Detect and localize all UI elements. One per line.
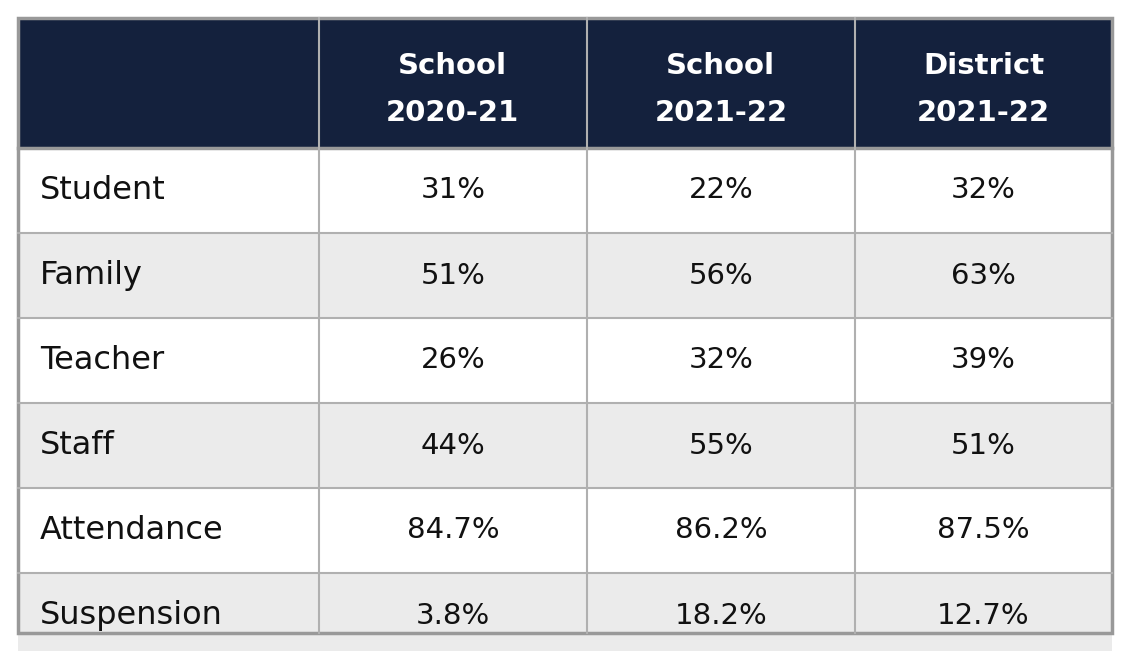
- Bar: [319, 233, 586, 318]
- Text: 84.7%: 84.7%: [407, 516, 499, 544]
- Text: Student: Student: [40, 175, 166, 206]
- Text: 86.2%: 86.2%: [675, 516, 767, 544]
- Text: 51%: 51%: [951, 432, 1016, 460]
- Bar: [319, 318, 586, 403]
- Bar: [319, 403, 586, 488]
- Bar: [586, 233, 855, 318]
- Text: 55%: 55%: [688, 432, 754, 460]
- Text: 22%: 22%: [688, 176, 754, 204]
- Bar: [18, 488, 319, 573]
- Bar: [586, 488, 855, 573]
- Text: 56%: 56%: [688, 262, 754, 290]
- Text: 2020-21: 2020-21: [386, 99, 520, 127]
- Bar: [319, 573, 586, 651]
- Bar: [18, 18, 319, 148]
- Text: Family: Family: [40, 260, 144, 291]
- Text: Staff: Staff: [40, 430, 115, 461]
- Text: 2021-22: 2021-22: [916, 99, 1050, 127]
- Bar: [18, 148, 319, 233]
- Bar: [319, 488, 586, 573]
- Text: 31%: 31%: [420, 176, 486, 204]
- Text: 18.2%: 18.2%: [675, 602, 767, 630]
- Text: 3.8%: 3.8%: [416, 602, 490, 630]
- Bar: [586, 148, 855, 233]
- Bar: [586, 573, 855, 651]
- Bar: [319, 148, 586, 233]
- Text: 39%: 39%: [951, 346, 1016, 374]
- Bar: [586, 403, 855, 488]
- Bar: [855, 573, 1112, 651]
- Text: Suspension: Suspension: [40, 600, 223, 631]
- Text: District: District: [923, 52, 1044, 80]
- Text: 26%: 26%: [420, 346, 485, 374]
- Bar: [855, 148, 1112, 233]
- Bar: [855, 233, 1112, 318]
- Text: 32%: 32%: [951, 176, 1016, 204]
- Bar: [855, 488, 1112, 573]
- Text: School: School: [667, 52, 775, 80]
- Text: 63%: 63%: [951, 262, 1016, 290]
- Bar: [855, 18, 1112, 148]
- Bar: [18, 233, 319, 318]
- Text: Teacher: Teacher: [40, 345, 164, 376]
- Bar: [319, 18, 586, 148]
- Bar: [18, 573, 319, 651]
- Bar: [18, 318, 319, 403]
- Bar: [586, 18, 855, 148]
- Text: 44%: 44%: [420, 432, 485, 460]
- Bar: [855, 318, 1112, 403]
- Text: 87.5%: 87.5%: [937, 516, 1029, 544]
- Bar: [586, 318, 855, 403]
- Text: 2021-22: 2021-22: [654, 99, 788, 127]
- Text: 51%: 51%: [420, 262, 485, 290]
- Text: 12.7%: 12.7%: [937, 602, 1029, 630]
- Text: 32%: 32%: [688, 346, 754, 374]
- Text: Attendance: Attendance: [40, 515, 224, 546]
- Bar: [18, 403, 319, 488]
- Text: School: School: [398, 52, 507, 80]
- Bar: [855, 403, 1112, 488]
